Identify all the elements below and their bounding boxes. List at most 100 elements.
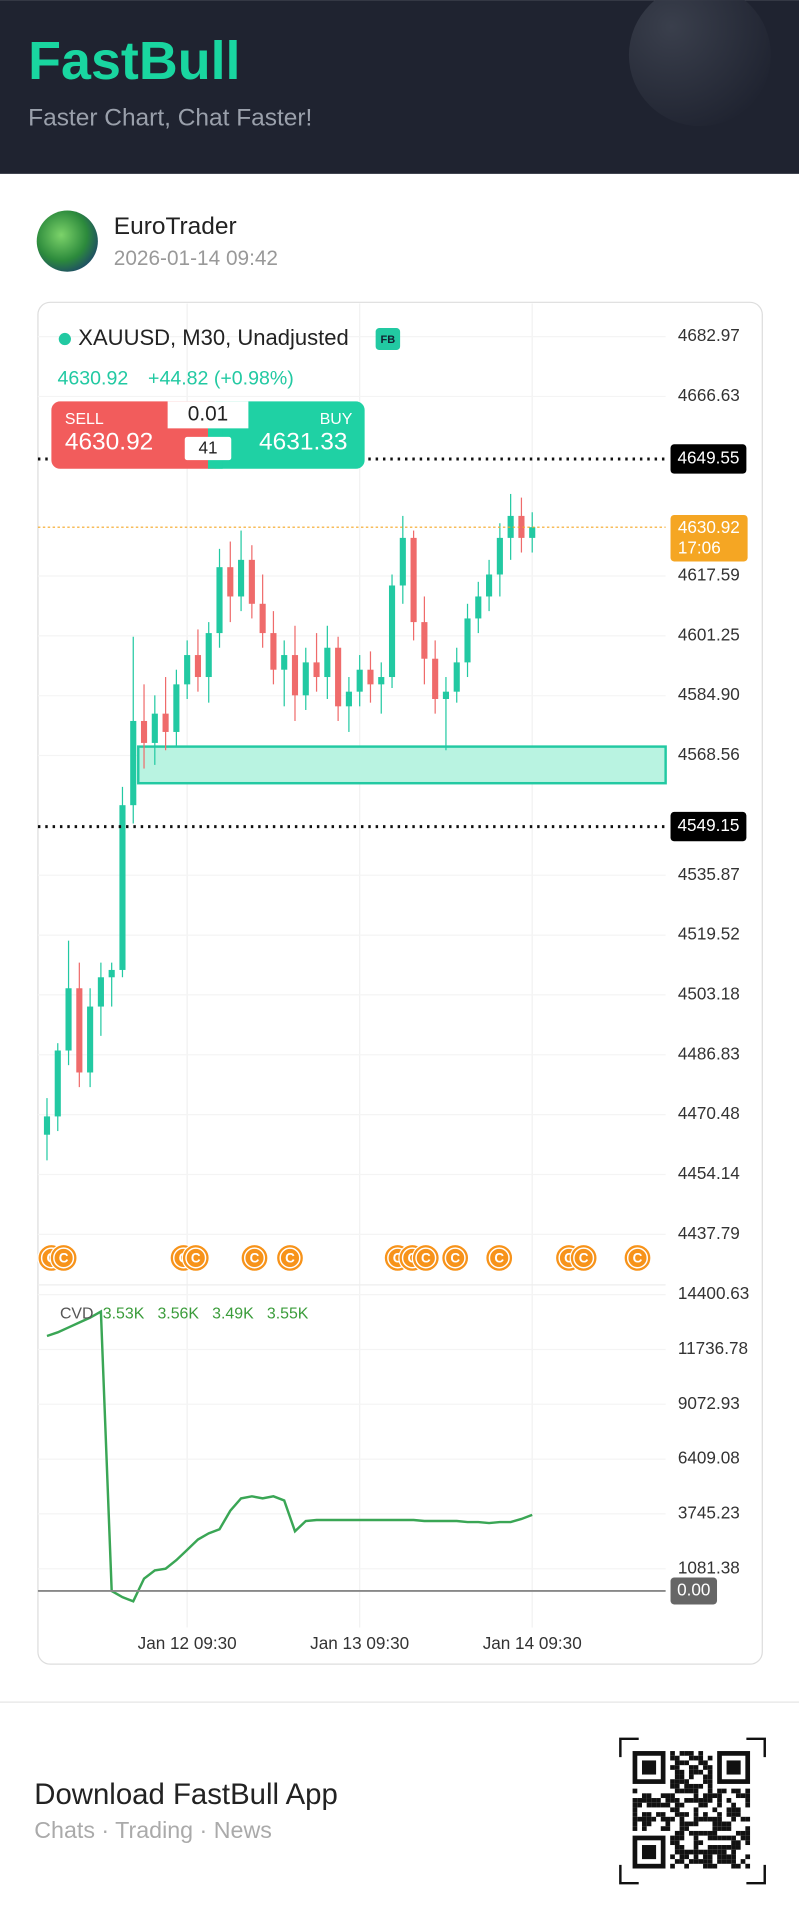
post-time: 2026-01-14 09:42 <box>114 247 278 270</box>
qr-cell <box>679 1854 685 1860</box>
event-icon-ring <box>444 1247 466 1269</box>
candle-body <box>87 1006 94 1073</box>
qr-cell <box>717 1812 722 1817</box>
qr-cell <box>646 1802 652 1808</box>
qr-cell <box>712 1816 718 1822</box>
qr-cell <box>707 1863 713 1869</box>
qr-cell <box>731 1849 736 1855</box>
qr-cell <box>717 1859 722 1864</box>
qr-cell <box>679 1830 685 1836</box>
qr-cell <box>674 1779 680 1784</box>
qr-cell <box>688 1755 694 1761</box>
qr-cell <box>712 1830 718 1836</box>
qr-cell <box>679 1812 685 1817</box>
qr-cell <box>651 1816 657 1822</box>
qr-cell <box>660 1793 666 1799</box>
candle-body <box>173 684 180 732</box>
qr-cell <box>745 1830 751 1836</box>
qr-cell <box>679 1774 685 1780</box>
x-tick-label: Jan 12 09:30 <box>138 1633 237 1653</box>
qr-cell <box>740 1816 746 1822</box>
candle-body <box>356 669 363 692</box>
qr-cell <box>698 1751 704 1756</box>
qr-cell <box>731 1812 736 1817</box>
qr-cell <box>707 1783 713 1789</box>
qr-cell <box>693 1830 699 1836</box>
qr-cell <box>660 1816 666 1822</box>
qr-finder-core <box>726 1760 741 1775</box>
qr-cell <box>674 1788 680 1794</box>
cvd-line <box>46 1309 533 1603</box>
qr-cell <box>703 1774 708 1780</box>
qr-cell <box>674 1760 680 1766</box>
event-icon-text: C <box>450 1251 460 1266</box>
qr-cell <box>717 1854 722 1860</box>
qr-cell <box>712 1849 718 1855</box>
qr-cell <box>703 1765 708 1770</box>
lot-box <box>167 401 249 429</box>
tagline: Faster Chart, Chat Faster! <box>28 104 312 131</box>
qr-cell <box>679 1788 685 1794</box>
avatar <box>36 210 98 272</box>
qr-cell <box>632 1802 638 1808</box>
qr-cell <box>735 1807 741 1813</box>
qr-cell <box>717 1845 722 1850</box>
qr-cell <box>670 1765 675 1770</box>
event-icon-text: C <box>579 1251 589 1266</box>
qr-cell <box>641 1826 647 1831</box>
qr-cell <box>684 1798 689 1803</box>
qr-cell <box>679 1849 685 1855</box>
qr-cell <box>670 1798 675 1803</box>
qr-cell <box>731 1863 736 1869</box>
candle-body <box>486 574 493 597</box>
qr-cell <box>735 1840 741 1846</box>
candle-body <box>76 988 83 1073</box>
qr-finder <box>632 1835 666 1869</box>
qr-cell <box>703 1793 708 1799</box>
qr-cell <box>693 1812 699 1817</box>
qr-cell <box>679 1826 685 1831</box>
badge-text: FB <box>381 334 396 346</box>
qr-cell <box>721 1821 727 1827</box>
qr-cell <box>684 1826 689 1831</box>
qr-cell <box>656 1812 661 1817</box>
qr-cell <box>721 1859 727 1864</box>
candle-body <box>324 647 331 678</box>
qr-cell <box>721 1835 727 1841</box>
qr-cell <box>731 1802 736 1808</box>
spread-box <box>184 436 232 461</box>
qr-cell <box>707 1774 713 1780</box>
qr-cell <box>703 1863 708 1869</box>
event-icon-text: C <box>59 1251 69 1266</box>
qr-cell <box>632 1821 638 1827</box>
qr-cell <box>745 1802 751 1808</box>
qr-cell <box>698 1755 704 1761</box>
candle-body <box>97 977 104 1007</box>
qr-cell <box>707 1798 713 1803</box>
qr-cell <box>674 1807 680 1813</box>
qr-cell <box>670 1863 675 1869</box>
qr-cell <box>698 1830 704 1836</box>
qr-cell <box>707 1793 713 1799</box>
sell-price: 4630.92 <box>65 429 153 456</box>
qr-cell <box>703 1760 708 1766</box>
indicator-readout: 3.55K <box>267 1305 309 1322</box>
qr-cell <box>674 1798 680 1803</box>
qr-cell <box>731 1807 736 1813</box>
candle-body <box>432 658 439 699</box>
event-icon-ring <box>488 1247 510 1269</box>
candle-body <box>54 1050 61 1117</box>
qr-cell <box>688 1751 694 1756</box>
candle-body <box>281 655 288 670</box>
y-tick-label: 14400.63 <box>678 1283 749 1303</box>
qr-cell <box>731 1859 736 1864</box>
qr-cell <box>707 1849 713 1855</box>
qr-cell <box>712 1835 718 1841</box>
qr-cell <box>745 1793 751 1799</box>
qr-cell <box>688 1769 694 1775</box>
qr-cell <box>684 1783 689 1789</box>
candle-body <box>453 662 460 692</box>
qr-cell <box>726 1812 732 1817</box>
qr-cell <box>670 1807 675 1813</box>
qr-cell <box>688 1788 694 1794</box>
